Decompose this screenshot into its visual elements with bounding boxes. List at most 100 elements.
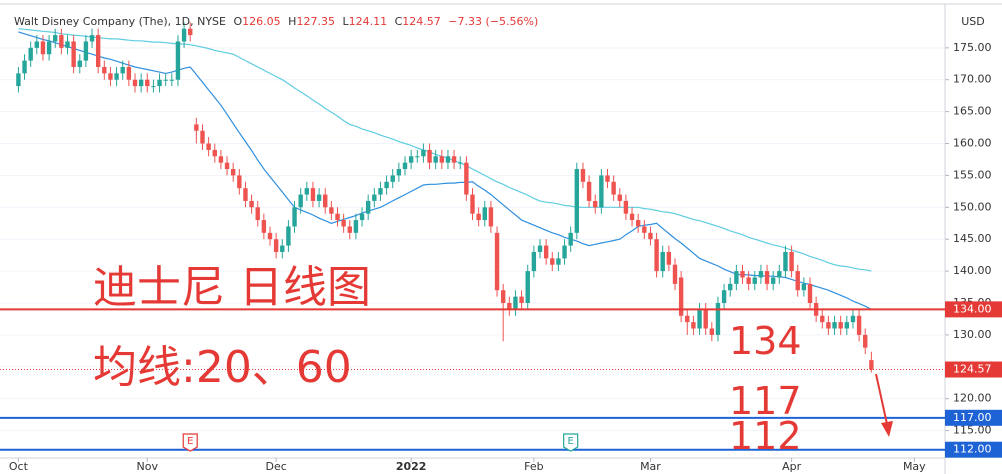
level-label: 117.00 (953, 411, 992, 424)
candle-body (709, 328, 715, 335)
candle-body (16, 73, 21, 87)
candle-body (470, 194, 475, 214)
candle-body (218, 156, 224, 163)
candle-body (703, 309, 708, 329)
candle-body (642, 226, 647, 233)
symbol-title: Walt Disney Company (The), 1D, NYSE (14, 15, 226, 28)
candle-body (488, 207, 494, 227)
candle-body (212, 149, 217, 157)
candle-body (519, 296, 524, 303)
candle-body (507, 302, 512, 310)
candle-body (408, 156, 414, 163)
arrow (875, 373, 893, 437)
candle-body (629, 213, 635, 221)
candle-body (672, 264, 678, 284)
ohlc-value: 127.35 (296, 15, 335, 28)
candle-body (611, 181, 616, 195)
last-price-box (945, 361, 1002, 378)
candle-body (451, 156, 457, 163)
annotation-ma: 均线:20、60 (93, 342, 352, 393)
candle-body (390, 175, 395, 182)
candle-body (826, 322, 831, 329)
candle-body (126, 66, 132, 80)
candle-body (531, 251, 537, 272)
level-label-box (945, 409, 1002, 426)
candle-body (844, 322, 850, 329)
level-label: 112.00 (953, 443, 992, 456)
candle-body (856, 315, 862, 335)
candle-body (685, 315, 690, 323)
candle-body (181, 28, 187, 42)
candle-body (599, 175, 604, 208)
candle-body (697, 309, 702, 329)
candle-body (550, 258, 555, 265)
last-price-label: 124.57 (953, 363, 992, 376)
candle-body (758, 271, 764, 278)
candle-body (574, 169, 580, 233)
candle-body (286, 226, 291, 246)
candle-body (304, 188, 310, 195)
ohlc-label: O (234, 15, 243, 28)
candle-body (869, 360, 874, 370)
candle-body (71, 41, 76, 67)
candle-body (666, 251, 672, 265)
candle-body (678, 277, 684, 316)
candle-body (120, 66, 125, 74)
candle-body (132, 79, 138, 87)
candle-body (224, 162, 230, 170)
event-marker (563, 433, 579, 452)
candle-body (605, 175, 610, 182)
candle-body (458, 162, 463, 164)
candle-body (157, 79, 162, 87)
event-label: E (568, 436, 574, 447)
candle-body (648, 232, 653, 240)
candle-body (783, 251, 788, 272)
candle-body (95, 35, 101, 67)
candle-body (734, 271, 739, 284)
candle-body (378, 188, 383, 195)
candle-body (795, 271, 800, 291)
candle-body (396, 169, 402, 176)
candle-body (200, 130, 205, 144)
y-tick-label: 170.00 (953, 73, 992, 86)
candle-body (138, 79, 144, 87)
candle-body (777, 271, 782, 278)
candle-body (255, 207, 260, 221)
y-tick-label: 175.00 (953, 41, 992, 54)
candle-body (298, 194, 303, 208)
candle-body (525, 271, 530, 303)
candle-body (243, 188, 248, 201)
candle-body (562, 245, 567, 259)
candle-body (543, 245, 549, 259)
candle-body (353, 220, 359, 233)
candle-body (384, 181, 389, 189)
candle-body (427, 149, 432, 163)
x-tick-label: Mar (640, 460, 661, 473)
candle-body (464, 162, 469, 195)
y-tick-label: 115.00 (953, 424, 992, 437)
candle-body (801, 283, 807, 291)
candle-body (280, 245, 285, 252)
candle-body (421, 149, 426, 157)
candle-body (863, 334, 868, 348)
annotation-level: 112 (729, 414, 802, 458)
y-tick-label: 140.00 (953, 264, 992, 277)
arrow-shaft (875, 373, 888, 425)
candle-body (415, 156, 420, 158)
candle-body (83, 41, 89, 61)
candle-body (635, 220, 641, 227)
candle-body (65, 41, 70, 48)
ohlc-label: C (395, 15, 403, 28)
x-tick-label: Oct (9, 460, 29, 473)
candle-body (568, 232, 573, 246)
price-axis: 115.00120.00125.00130.00135.00140.00145.… (945, 41, 1002, 458)
candle-body (175, 41, 181, 80)
candle-body (267, 232, 273, 240)
candle-body (439, 156, 445, 163)
candle-body (230, 169, 236, 176)
candle-body (445, 156, 451, 163)
x-tick-label: Nov (137, 460, 159, 473)
